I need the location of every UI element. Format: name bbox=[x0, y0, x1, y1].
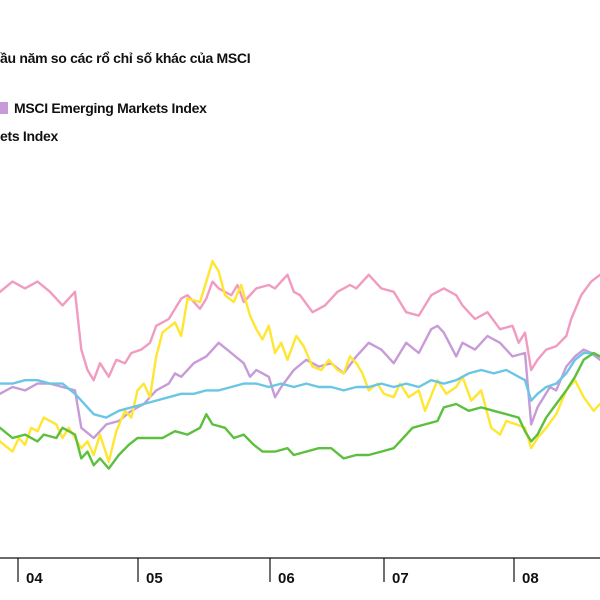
series-line-1 bbox=[0, 273, 600, 382]
series-line-4 bbox=[0, 351, 600, 419]
series-line-2 bbox=[0, 324, 600, 440]
x-axis: 04 05 06 07 08 bbox=[0, 557, 600, 587]
chart-subtitle: ầu năm so các rổ chỉ số khác của MSCI bbox=[0, 50, 251, 66]
legend-swatch-purple bbox=[0, 102, 8, 114]
legend-label-msci-emerging: MSCI Emerging Markets Index bbox=[14, 100, 207, 116]
x-tick-label-06: 06 bbox=[278, 570, 295, 587]
series-line-3 bbox=[0, 260, 600, 463]
legend-item-truncated: ets Index bbox=[0, 128, 70, 144]
x-tick-label-07: 07 bbox=[392, 570, 409, 587]
x-tick-label-08: 08 bbox=[522, 570, 539, 587]
series-layer bbox=[0, 260, 600, 470]
x-tick-label-04: 04 bbox=[26, 570, 43, 587]
series-line-5 bbox=[0, 351, 600, 470]
legend-label-truncated: ets Index bbox=[0, 128, 58, 144]
legend-item-msci-emerging: MSCI Emerging Markets Index bbox=[0, 100, 207, 116]
x-tick-label-05: 05 bbox=[146, 570, 163, 587]
